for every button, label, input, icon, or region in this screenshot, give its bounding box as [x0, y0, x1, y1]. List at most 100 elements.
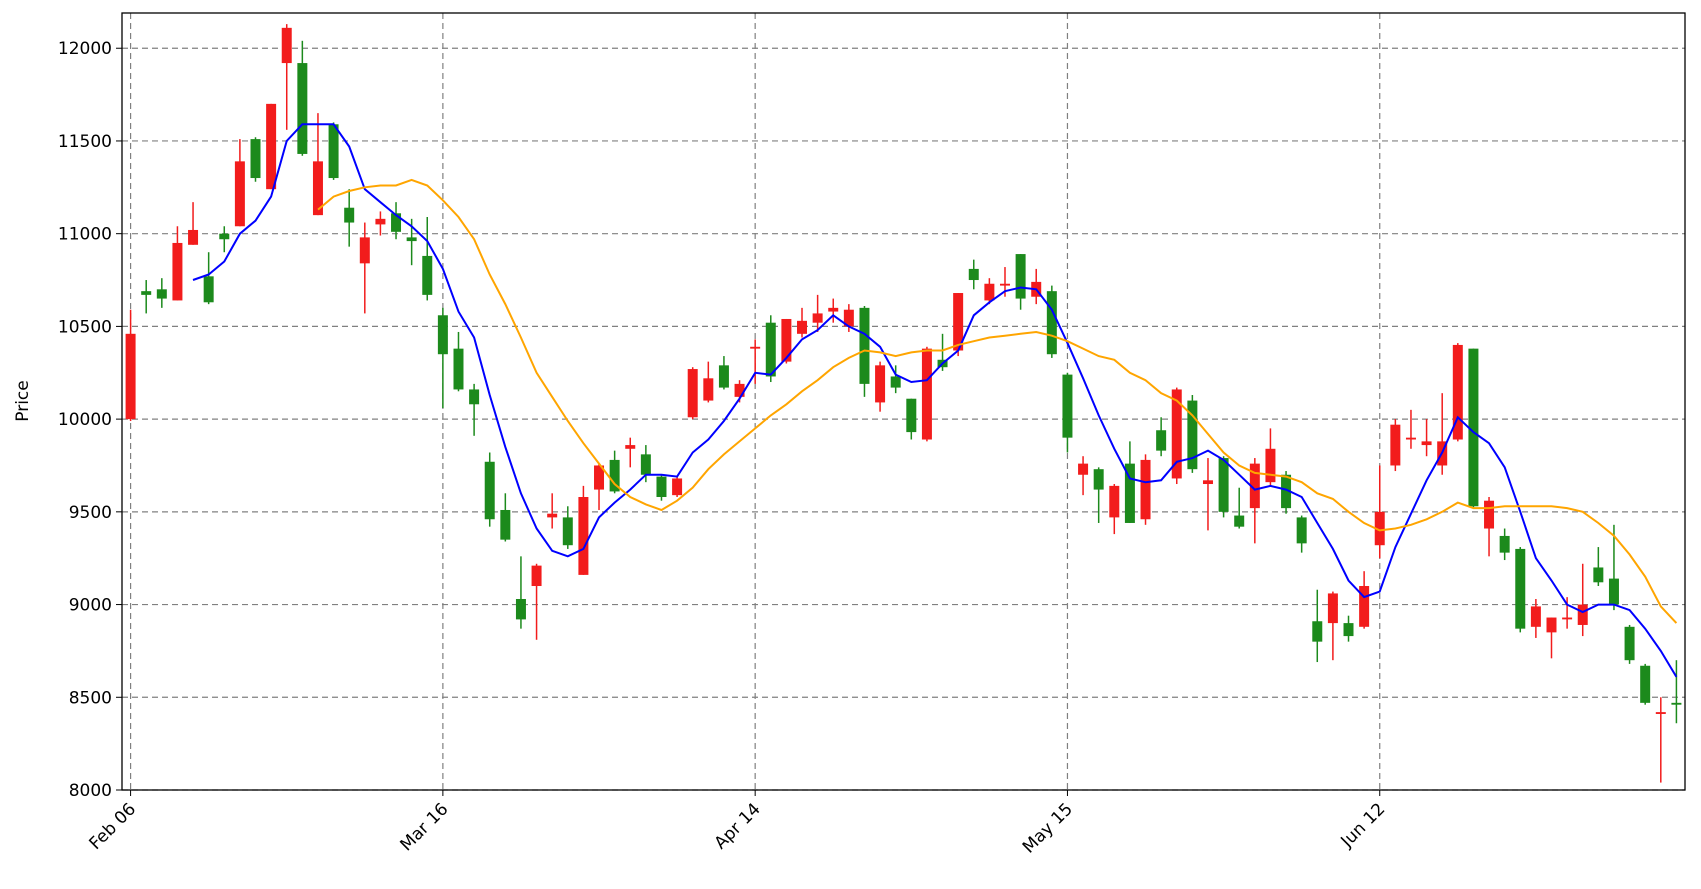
candle-body	[1343, 623, 1354, 637]
candle-body	[1296, 517, 1307, 544]
candle-body	[843, 309, 854, 327]
candle-body	[469, 389, 480, 405]
y-tick-label: 10000	[58, 410, 112, 430]
candle-body	[500, 509, 511, 540]
candle-body	[1374, 511, 1385, 546]
candle-body	[312, 161, 323, 216]
y-tick-label: 8000	[69, 781, 112, 801]
candle-body	[1405, 437, 1416, 440]
candle-body	[718, 365, 729, 388]
candle-body	[812, 313, 823, 323]
candle-body	[141, 291, 152, 295]
candle-body	[968, 268, 979, 281]
candle-body	[1468, 348, 1479, 507]
moving-average-line	[317, 178, 1678, 624]
candle-body	[1577, 604, 1588, 625]
candle-body	[765, 322, 776, 377]
x-tick-label: Feb 06	[86, 799, 141, 854]
y-axis-label: Price	[13, 380, 33, 421]
x-tick-label: May 15	[1019, 799, 1077, 857]
candle-body	[344, 207, 355, 223]
candle-body	[750, 346, 761, 349]
x-tick-label: Apr 14	[711, 799, 765, 853]
candle-body	[547, 513, 558, 518]
candle-body	[1249, 463, 1260, 509]
candle-body	[656, 476, 667, 498]
candle-body	[625, 445, 636, 449]
candle-body	[1218, 458, 1229, 512]
candle-body	[453, 348, 464, 390]
candle-body	[203, 276, 214, 303]
candle-body	[422, 255, 433, 295]
candles	[125, 24, 1682, 783]
candle-body	[1624, 626, 1635, 661]
candle-body	[484, 461, 495, 520]
y-tick-label: 12000	[58, 39, 112, 59]
candle-body	[1327, 593, 1338, 624]
candle-body	[578, 497, 589, 575]
candle-body	[172, 242, 183, 301]
candle-body	[219, 233, 230, 240]
candle-body	[1171, 389, 1182, 479]
candle-body	[1421, 441, 1432, 446]
candle-body	[1640, 665, 1651, 703]
candle-body	[156, 289, 167, 299]
candle-body	[1202, 480, 1213, 485]
candle-body	[1452, 344, 1463, 440]
x-tick-label: Jun 12	[1337, 799, 1390, 852]
candle-body	[562, 517, 573, 546]
candle-body	[1530, 606, 1541, 627]
y-tick-label: 11000	[58, 225, 112, 245]
candle-body	[1015, 254, 1026, 299]
candle-body	[1608, 578, 1619, 605]
candle-body	[1140, 459, 1151, 520]
candle-body	[1359, 586, 1370, 627]
candle-body	[594, 465, 605, 490]
x-tick-label: Mar 16	[396, 799, 452, 855]
candle-body	[1515, 548, 1526, 629]
candle-body	[1234, 515, 1245, 527]
candle-body	[1312, 621, 1323, 642]
candle-body	[281, 27, 292, 64]
candle-body	[984, 283, 995, 301]
candle-body	[359, 237, 370, 264]
candle-body	[703, 378, 714, 401]
candle-body	[1156, 430, 1167, 451]
y-tick-label: 10500	[58, 317, 112, 337]
candle-body	[234, 161, 245, 227]
candle-body	[1671, 702, 1682, 705]
candle-body	[921, 348, 932, 440]
candle-body	[1046, 291, 1057, 355]
candle-body	[672, 478, 683, 496]
moving-average-line	[192, 123, 1678, 678]
y-tick-label: 9000	[69, 596, 112, 616]
candle-body	[328, 124, 339, 179]
candle-body	[890, 376, 901, 388]
candle-body	[1593, 567, 1604, 583]
candle-body	[797, 320, 808, 334]
candle-body	[828, 307, 839, 312]
candle-body	[999, 283, 1010, 286]
candle-body	[531, 565, 542, 587]
candle-body	[609, 459, 620, 492]
candle-body	[515, 598, 526, 620]
candle-body	[125, 333, 136, 420]
candle-body	[375, 218, 386, 225]
candle-body	[297, 63, 308, 154]
candle-body	[1562, 617, 1573, 620]
y-tick-label: 11500	[58, 132, 112, 152]
candle-body	[1655, 712, 1666, 714]
candle-body	[1187, 400, 1198, 470]
candle-body	[781, 318, 792, 362]
candle-body	[906, 398, 917, 433]
candle-body	[250, 139, 261, 179]
candle-body	[1390, 424, 1401, 466]
candle-body	[1109, 485, 1120, 518]
candle-body	[875, 365, 886, 403]
candle-body	[1062, 374, 1073, 438]
candle-body	[1499, 535, 1510, 553]
candle-body	[640, 454, 651, 475]
candle-body	[437, 315, 448, 355]
